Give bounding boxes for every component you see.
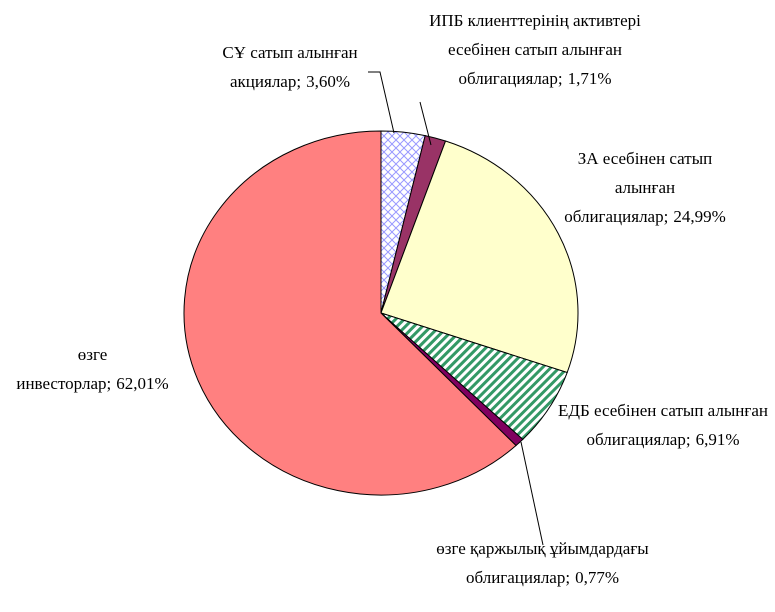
category-label: өзге қаржылық ұйымдардағы облигациялар; — [436, 539, 649, 587]
category-label: СҰ сатып алынған акциялар; — [222, 43, 358, 91]
category-label: ЗА есебінен сатып алынған облигациялар; — [564, 149, 713, 226]
slice-label: СҰ сатып алынған акциялар; 3,60% — [175, 38, 405, 96]
value-label: 0,77% — [575, 568, 619, 587]
pie-slice — [380, 140, 579, 374]
value-label: 24,99% — [673, 207, 726, 226]
slice-label: ЗА есебінен сатып алынған облигациялар; 2… — [560, 144, 730, 231]
value-label: 62,01% — [116, 374, 169, 393]
category-label: өзге инвесторлар; — [16, 345, 112, 393]
slice-label: өзге қаржылық ұйымдардағы облигациялар; 0… — [430, 534, 655, 592]
slice-label: өзге инвесторлар; 62,01% — [0, 340, 185, 398]
category-label: ИПБ клиенттерінің активтері есебінен сат… — [429, 11, 641, 88]
leader-line — [520, 441, 544, 546]
value-label: 6,91% — [695, 430, 740, 449]
slice-label: ЕДБ есебінен сатып алынған облигациялар;… — [552, 396, 774, 454]
slice-label: ИПБ клиенттерінің активтері есебінен сат… — [420, 6, 650, 93]
leader-line — [419, 101, 432, 146]
leader-line — [368, 71, 395, 134]
value-label: 1,71% — [567, 69, 612, 88]
value-label: 3,60% — [306, 72, 350, 91]
pie-slice — [183, 130, 517, 496]
category-label: ЕДБ есебінен сатып алынған облигациялар; — [558, 401, 768, 449]
